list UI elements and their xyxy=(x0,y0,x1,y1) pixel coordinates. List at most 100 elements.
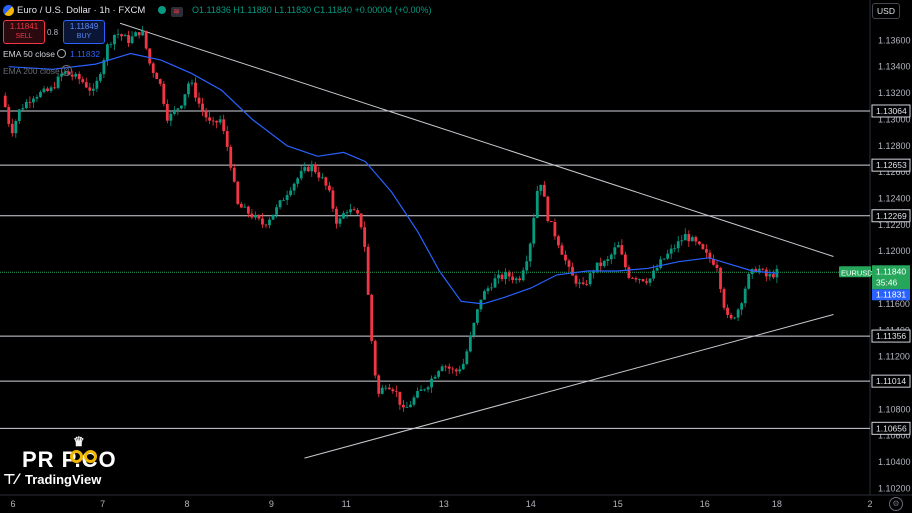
candle xyxy=(543,181,546,197)
candle-body xyxy=(180,106,183,109)
candle-body xyxy=(282,200,285,201)
candle xyxy=(124,33,127,36)
candle-body xyxy=(539,185,542,191)
candle-body xyxy=(173,110,176,114)
candle xyxy=(370,294,373,344)
candle-body xyxy=(247,207,250,214)
candle-body xyxy=(275,207,278,215)
candle-body xyxy=(610,255,613,260)
candle-body xyxy=(642,279,645,281)
candle xyxy=(324,177,327,190)
candle-body xyxy=(649,279,652,283)
candle xyxy=(332,187,335,212)
candle xyxy=(226,126,229,151)
ema200-legend-label[interactable]: EMA 200 close xyxy=(3,66,60,76)
candle-body xyxy=(613,247,616,254)
candle xyxy=(159,79,162,87)
candle xyxy=(620,239,623,255)
candle-body xyxy=(458,369,461,371)
candle xyxy=(191,79,194,86)
candle-body xyxy=(719,268,722,289)
candle xyxy=(624,252,627,270)
candle-body xyxy=(557,236,560,245)
candle xyxy=(4,92,7,107)
candle-body xyxy=(18,109,21,121)
candle-body xyxy=(698,242,701,245)
candle xyxy=(744,286,747,307)
candle xyxy=(236,181,239,205)
candle xyxy=(152,62,155,78)
candle-body xyxy=(606,259,609,261)
candle xyxy=(286,191,289,205)
candle-body xyxy=(575,276,578,284)
candle-body xyxy=(596,263,599,272)
sell-button[interactable]: 1.11841 SELL xyxy=(3,20,45,44)
eye-icon[interactable] xyxy=(57,49,66,60)
candle-body xyxy=(716,265,719,268)
currency-selector[interactable]: USD xyxy=(872,3,900,19)
settings-icon[interactable]: ⚙ xyxy=(61,64,72,76)
candle xyxy=(268,217,271,228)
candle xyxy=(529,242,532,267)
candle xyxy=(712,255,715,266)
candle-body xyxy=(236,182,239,204)
candle-body xyxy=(571,267,574,276)
candle-body xyxy=(532,218,535,244)
candle xyxy=(381,385,384,395)
candle-body xyxy=(25,102,28,108)
candle-body xyxy=(57,77,60,88)
candle xyxy=(205,108,208,122)
candle xyxy=(645,278,648,285)
buy-label: BUY xyxy=(64,32,104,42)
candle-body xyxy=(4,96,7,107)
candle-body xyxy=(723,289,726,308)
y-tick-label: 1.10800 xyxy=(878,404,911,414)
candle xyxy=(374,339,377,378)
candle xyxy=(250,209,253,219)
level-price-label: 1.13064 xyxy=(872,105,910,117)
candle-body xyxy=(300,171,303,178)
candle xyxy=(772,270,775,279)
level-label-text: 1.10656 xyxy=(876,423,907,433)
candle xyxy=(536,186,539,219)
candle-body xyxy=(406,407,409,408)
candle-body xyxy=(321,177,324,178)
candle xyxy=(349,204,352,215)
candle-body xyxy=(687,234,690,241)
candle-body xyxy=(134,32,137,36)
symbol-title[interactable]: Euro / U.S. Dollar · 1h · FXCM xyxy=(17,5,145,16)
candle xyxy=(617,242,620,248)
candle-body xyxy=(494,278,497,287)
candle xyxy=(518,276,521,283)
ema50-legend-label[interactable]: EMA 50 close xyxy=(3,49,55,59)
candle xyxy=(413,395,416,406)
candle-body xyxy=(680,240,683,241)
y-tick-label: 1.11600 xyxy=(878,299,910,309)
candle-body xyxy=(374,341,377,376)
candle xyxy=(416,387,419,398)
candle-body xyxy=(663,259,666,260)
candle-body xyxy=(582,282,585,284)
candle-body xyxy=(169,114,172,121)
candle xyxy=(483,289,486,300)
candle xyxy=(300,165,303,180)
candle xyxy=(631,277,634,279)
candle xyxy=(568,259,571,272)
candle xyxy=(120,33,123,40)
candle-body xyxy=(324,177,327,185)
buy-button[interactable]: 1.11849 BUY xyxy=(63,20,105,44)
candle xyxy=(258,214,261,221)
candle xyxy=(775,265,778,283)
candle xyxy=(169,112,172,126)
candle xyxy=(92,83,95,96)
candle xyxy=(420,385,423,391)
level-label-text: 1.13064 xyxy=(876,106,907,116)
candle-body xyxy=(50,87,53,91)
candle-body xyxy=(518,278,521,280)
chart-settings-icon[interactable]: ⚙ xyxy=(889,497,903,511)
candle xyxy=(363,221,366,251)
candle-body xyxy=(258,215,261,218)
x-tick-label: 14 xyxy=(526,499,536,509)
